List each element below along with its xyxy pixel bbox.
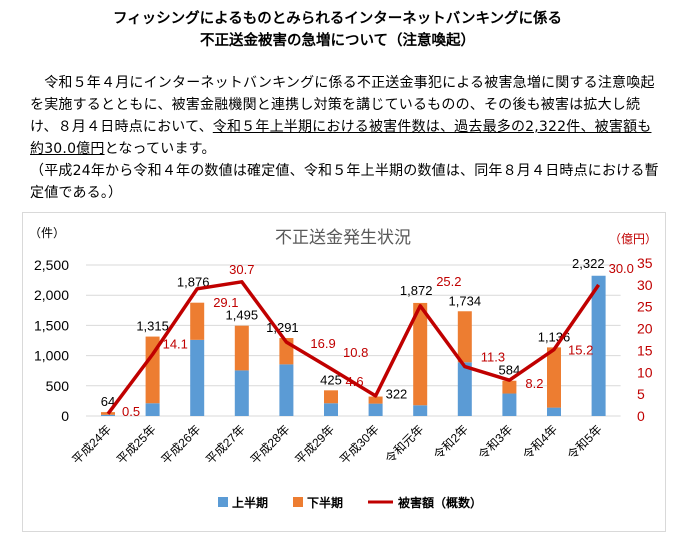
chart-svg: 不正送金発生状況 （件） （億円） 0 500 1,000 1,500 2,000 2,500 0…	[29, 226, 657, 510]
notice-paragraph: 令和５年４月にインターネットバンキングに係る不正送金事犯による被害急増に関する注…	[30, 72, 660, 204]
bar-first-half	[279, 364, 294, 416]
line-data-label: 29.1	[213, 295, 238, 310]
total-label: 1,495	[226, 308, 259, 323]
title-line-1: フィッシングによるものとみられるインターネットバンキングに係る	[112, 11, 563, 27]
line-data-label: 15.2	[568, 343, 593, 358]
paragraph-text: 令和５年４月にインターネットバンキングに係る不正送金事犯による被害急増に関する注…	[30, 75, 655, 135]
legend-swatch-first-half	[218, 497, 228, 507]
bar-second-half	[190, 302, 205, 340]
y-tick-label: 2,000	[34, 287, 69, 303]
category-label: 平成26年	[159, 422, 204, 467]
bar-second-half	[413, 302, 428, 406]
line-data-label: 10.8	[343, 345, 368, 360]
bar-first-half	[101, 414, 115, 416]
bar-first-half	[145, 403, 160, 416]
total-label: 425	[320, 372, 342, 387]
category-label: 令和4年	[519, 422, 560, 463]
bar-first-half	[368, 403, 383, 416]
category-label: 令和3年	[475, 422, 516, 463]
bar-second-half	[547, 347, 561, 408]
category-label: 令和2年	[430, 422, 471, 463]
line-data-label: 0.5	[122, 404, 140, 419]
total-label: 1,872	[400, 283, 433, 298]
y-tick-label: 0	[61, 408, 69, 424]
bar-first-half	[234, 370, 249, 416]
y-tick-label: 1,000	[34, 348, 69, 364]
category-label: 平成27年	[203, 422, 248, 467]
line-damage-amount	[106, 280, 601, 415]
legend-second-half: 下半期	[307, 495, 343, 510]
chart: 不正送金発生状況 （件） （億円） 0 500 1,000 1,500 2,000 2,500 0…	[22, 212, 666, 532]
paragraph-text-end: となっています。	[104, 141, 216, 157]
total-label: 64	[101, 394, 115, 409]
title-line-2: 不正送金被害の急増について（注意喚起）	[199, 33, 476, 49]
line-data-label: 30.7	[229, 262, 254, 277]
category-label: 平成28年	[248, 422, 293, 467]
line-data-label: 16.9	[310, 336, 335, 351]
total-label: 1,734	[449, 293, 482, 308]
y2-tick-label: 20	[637, 321, 653, 337]
legend-damage-amount: 被害額（概数）	[398, 495, 482, 510]
y-tick-label: 500	[46, 378, 70, 394]
y2-tick-label: 0	[637, 408, 645, 424]
bar-first-half	[547, 407, 561, 416]
category-label: 平成24年	[69, 422, 114, 467]
y2-tick-label: 15	[637, 342, 653, 358]
legend-first-half: 上半期	[232, 495, 268, 510]
total-label: 1,876	[177, 275, 210, 290]
y-axis-label: （件）	[29, 226, 65, 240]
category-label: 平成30年	[337, 422, 382, 467]
bar-second-half	[368, 396, 383, 404]
bar-second-half	[324, 390, 338, 404]
total-label: 584	[499, 363, 521, 378]
total-label: 322	[386, 387, 408, 402]
y-tick-label: 1,500	[34, 317, 69, 333]
line-data-label: 14.1	[163, 336, 188, 351]
bar-second-half	[457, 311, 472, 363]
total-label: 1,315	[136, 319, 169, 334]
category-label: 令和5年	[564, 422, 605, 463]
y2-tick-label: 30	[637, 277, 653, 293]
bar-second-half	[502, 380, 517, 394]
legend-swatch-second-half	[293, 497, 303, 507]
category-label: 令和元年	[382, 422, 427, 467]
y2-tick-label: 25	[637, 299, 653, 315]
bar-first-half	[190, 339, 205, 416]
y2-tick-label: 35	[637, 255, 653, 271]
bar-first-half	[324, 403, 338, 416]
y2-axis-label: （億円）	[609, 232, 657, 246]
category-label: 平成25年	[114, 422, 159, 467]
bar-first-half	[591, 275, 606, 416]
y2-tick-label: 5	[637, 386, 645, 402]
line-data-label: 25.2	[436, 274, 461, 289]
category-label: 平成29年	[292, 422, 337, 467]
line-data-label: 11.3	[481, 350, 505, 365]
bar-first-half	[502, 393, 517, 416]
paragraph-note: （平成24年から令和４年の数値は確定値、令和５年上半期の数値は、同年８月４日時点…	[30, 163, 659, 201]
total-label: 2,322	[572, 256, 605, 271]
bar-second-half	[234, 325, 249, 371]
page-title: フィッシングによるものとみられるインターネットバンキングに係る 不正送金被害の急…	[0, 8, 675, 52]
line-data-label: 30.0	[609, 261, 634, 276]
chart-title: 不正送金発生状況	[275, 228, 411, 247]
line-data-label: 4.6	[346, 374, 364, 389]
y2-tick-label: 10	[637, 364, 653, 380]
bar-second-half	[145, 336, 160, 404]
paragraph-underlined: 令和５年上半期における被害件数は、過去最多の2,322件、被害額も約30.0億円	[30, 119, 652, 157]
bar-first-half	[457, 362, 472, 416]
line-data-label: 8.2	[525, 376, 543, 391]
bar-first-half	[413, 405, 428, 416]
y-tick-label: 2,500	[34, 257, 69, 273]
